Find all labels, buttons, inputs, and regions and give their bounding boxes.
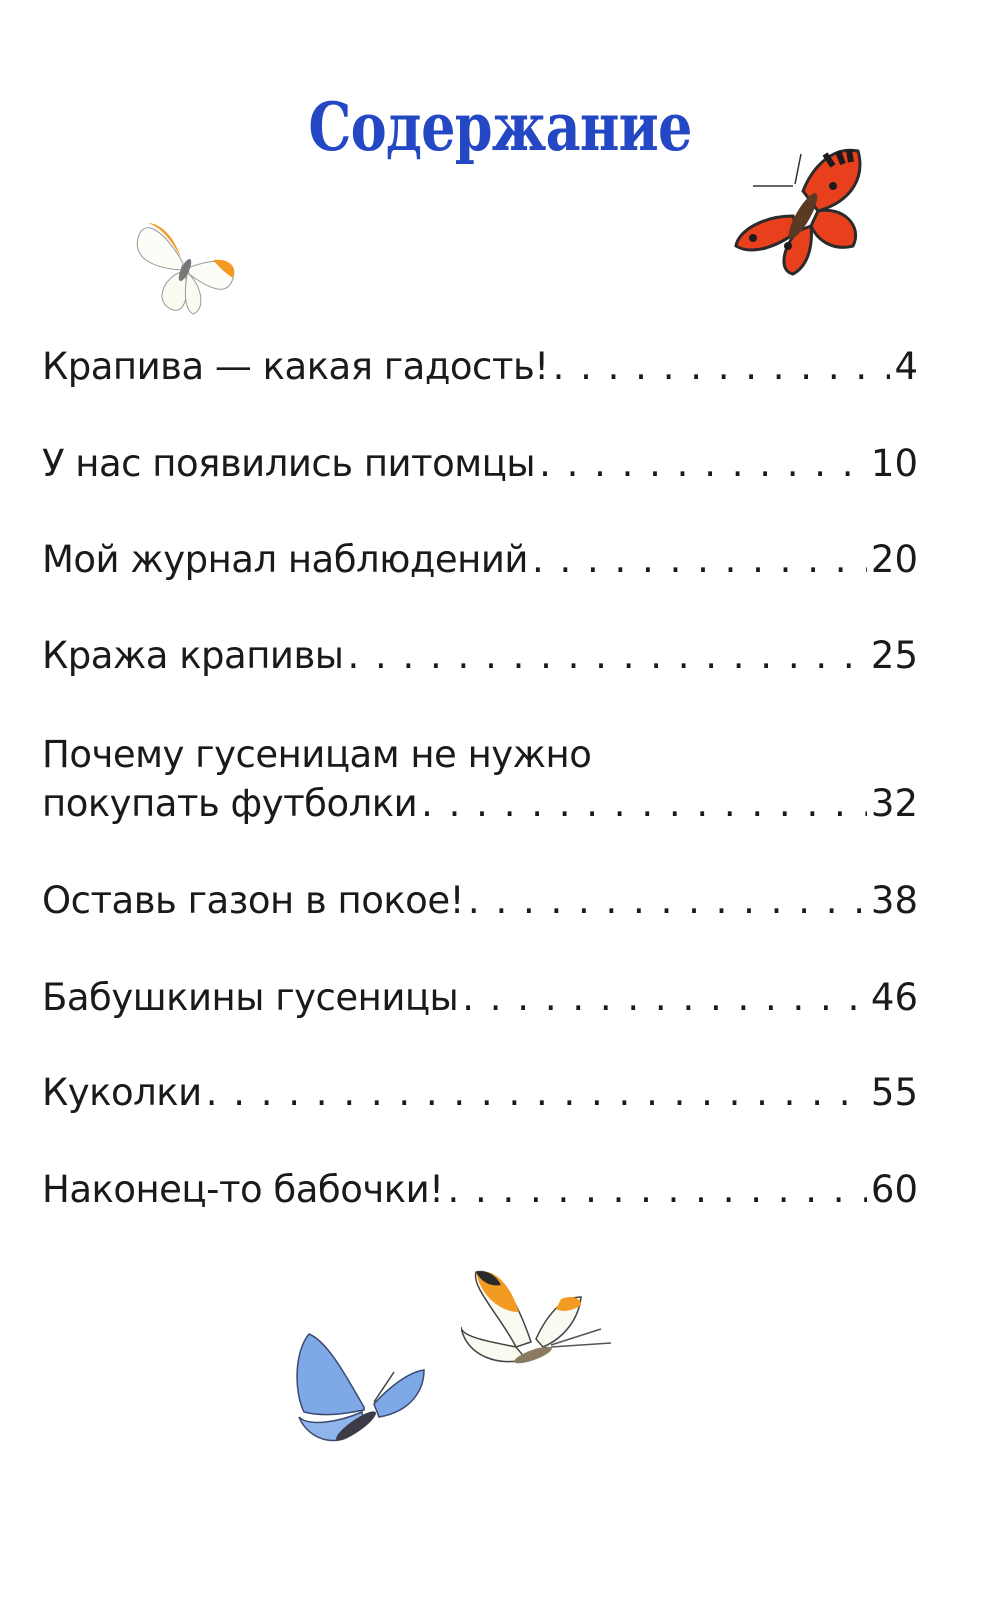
dot-leader bbox=[532, 536, 867, 584]
dot-leader bbox=[468, 877, 867, 925]
entry-title: Кража крапивы bbox=[42, 634, 344, 677]
entry-page: 25 bbox=[870, 634, 918, 677]
toc-entry[interactable]: Мой журнал наблюдений 20 bbox=[42, 536, 918, 584]
toc-entry[interactable]: Бабушкины гусеницы 46 bbox=[42, 974, 918, 1022]
entry-page: 38 bbox=[870, 879, 918, 922]
entry-title-line1[interactable]: Почему гусеницам не нужно bbox=[42, 733, 592, 776]
toc-entry[interactable]: Крапива — какая гадость! 4 bbox=[42, 343, 918, 391]
entry-title: покупать футболки bbox=[42, 782, 418, 825]
entry-title: Куколки bbox=[42, 1071, 202, 1114]
entry-page: 32 bbox=[870, 782, 918, 825]
entry-title: У нас появились питомцы bbox=[42, 442, 536, 485]
blue-butterfly-icon bbox=[296, 1333, 425, 1442]
entry-title: Оставь газон в покое! bbox=[42, 879, 464, 922]
entry-page: 60 bbox=[870, 1168, 918, 1211]
entry-page: 4 bbox=[894, 345, 918, 388]
dot-leader bbox=[347, 632, 866, 680]
entry-title: Наконец-то бабочки! bbox=[42, 1168, 444, 1211]
entry-title: Крапива — какая гадость! bbox=[42, 345, 549, 388]
entry-page: 55 bbox=[870, 1071, 918, 1114]
toc-entry[interactable]: У нас появились питомцы 10 bbox=[42, 440, 918, 488]
toc-entry[interactable]: покупать футболки 32 bbox=[42, 780, 918, 828]
toc-entry[interactable]: Наконец-то бабочки! 60 bbox=[42, 1166, 918, 1214]
dot-leader bbox=[539, 440, 867, 488]
entry-title: Бабушкины гусеницы bbox=[42, 976, 459, 1019]
toc-entry[interactable]: Кража крапивы 25 bbox=[42, 632, 918, 680]
dot-leader bbox=[206, 1069, 867, 1117]
dot-leader bbox=[447, 1166, 866, 1214]
orange-tip-butterfly-icon bbox=[136, 223, 235, 315]
orange-tip-butterfly-flying-icon bbox=[461, 1270, 612, 1364]
entry-title: Мой журнал наблюдений bbox=[42, 538, 528, 581]
toc-entry[interactable]: Оставь газон в покое! 38 bbox=[42, 877, 918, 925]
dot-leader bbox=[462, 974, 867, 1022]
entry-page: 46 bbox=[870, 976, 918, 1019]
page-title: Содержание bbox=[308, 88, 692, 166]
dot-leader bbox=[553, 343, 891, 391]
dot-leader bbox=[421, 780, 867, 828]
entry-page: 10 bbox=[870, 442, 918, 485]
toc-entry[interactable]: Куколки 55 bbox=[42, 1069, 918, 1117]
tortoiseshell-butterfly-icon bbox=[734, 148, 862, 276]
entry-page: 20 bbox=[870, 538, 918, 581]
